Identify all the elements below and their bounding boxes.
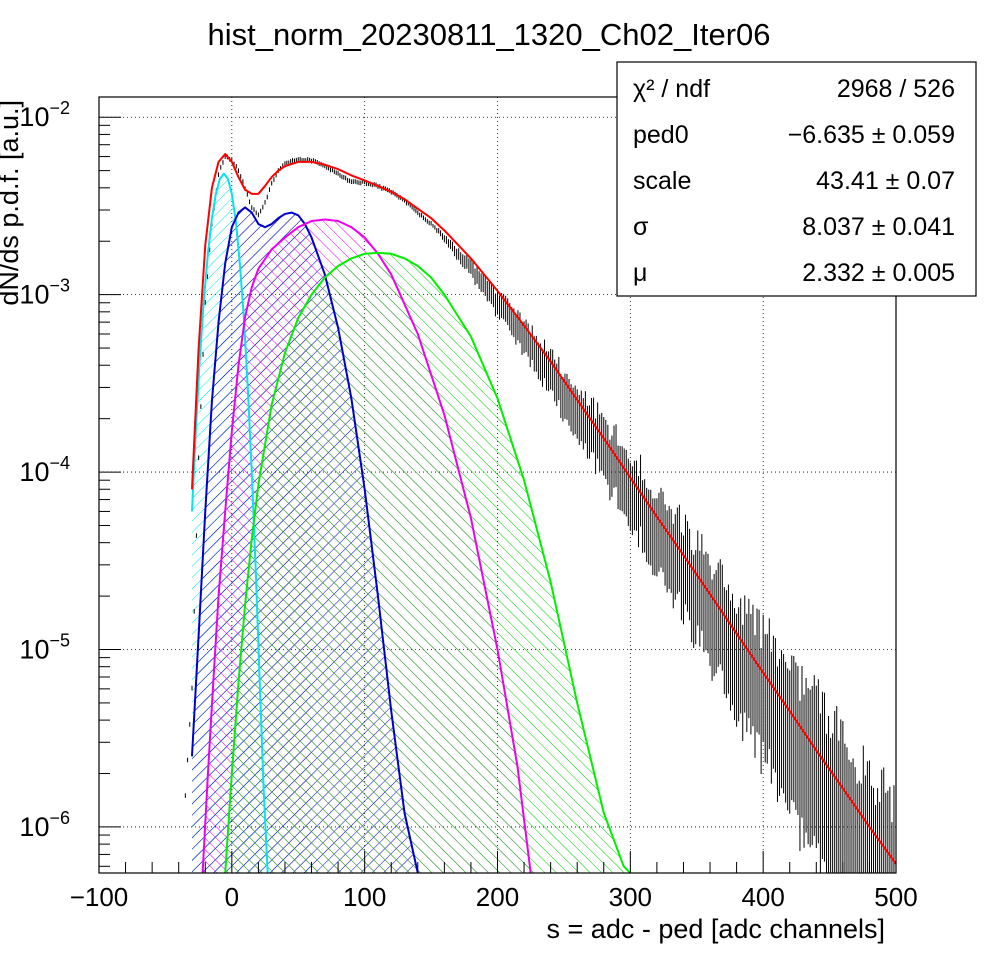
stats-label: scale <box>633 167 691 195</box>
stats-value: −6.635 ± 0.059 <box>788 121 955 149</box>
fit-lines <box>190 153 896 873</box>
stats-value: 2.332 ± 0.005 <box>802 259 955 287</box>
component-line-4 <box>224 251 632 873</box>
stats-label: μ <box>633 259 647 287</box>
stats-value: 8.037 ± 0.041 <box>802 213 955 241</box>
data-histogram <box>184 154 895 873</box>
x-tick-label: −100 <box>70 882 129 912</box>
y-tick-label: 10−5 <box>19 631 70 665</box>
y-tick-label: 10−3 <box>19 276 70 310</box>
y-axis-ticks: 10−2 10−3 10−4 10−5 10−6 <box>19 98 121 867</box>
component-line-3 <box>201 218 532 873</box>
x-tick-label: 200 <box>476 882 519 912</box>
y-axis-label: dN/ds p.d.f. [a.u.] <box>0 100 24 306</box>
stats-label: χ² / ndf <box>633 75 710 103</box>
stats-value: 2968 / 526 <box>837 75 955 103</box>
total-fit-line <box>190 153 896 865</box>
x-tick-label: 0 <box>225 882 239 912</box>
component-line-1 <box>190 172 269 873</box>
y-tick-label: 10−2 <box>19 98 70 132</box>
stats-box: χ² / ndf 2968 / 526 ped0 −6.635 ± 0.059 scal… <box>616 61 977 297</box>
component-areas <box>191 173 631 873</box>
stats-label: ped0 <box>633 121 689 149</box>
stats-box-frame <box>616 61 977 297</box>
component-area-4 <box>225 252 631 873</box>
x-axis-ticks: −100 0 100 200 300 400 500 <box>70 851 918 912</box>
component-line-2 <box>190 206 419 873</box>
stats-label: σ <box>633 213 649 241</box>
stats-rows: χ² / ndf 2968 / 526 ped0 −6.635 ± 0.059 scal… <box>633 75 955 287</box>
chart-title: hist_norm_20230811_1320_Ch02_Iter06 <box>207 17 770 52</box>
y-tick-label: 10−6 <box>19 808 70 842</box>
x-tick-label: 500 <box>874 882 917 912</box>
x-tick-label: 400 <box>741 882 784 912</box>
stats-value: 43.41 ± 0.07 <box>816 167 955 195</box>
x-axis-label: s = adc - ped [adc channels] <box>547 914 885 944</box>
y-tick-label: 10−4 <box>19 453 70 487</box>
x-tick-label: 100 <box>343 882 386 912</box>
x-tick-label: 300 <box>609 882 652 912</box>
